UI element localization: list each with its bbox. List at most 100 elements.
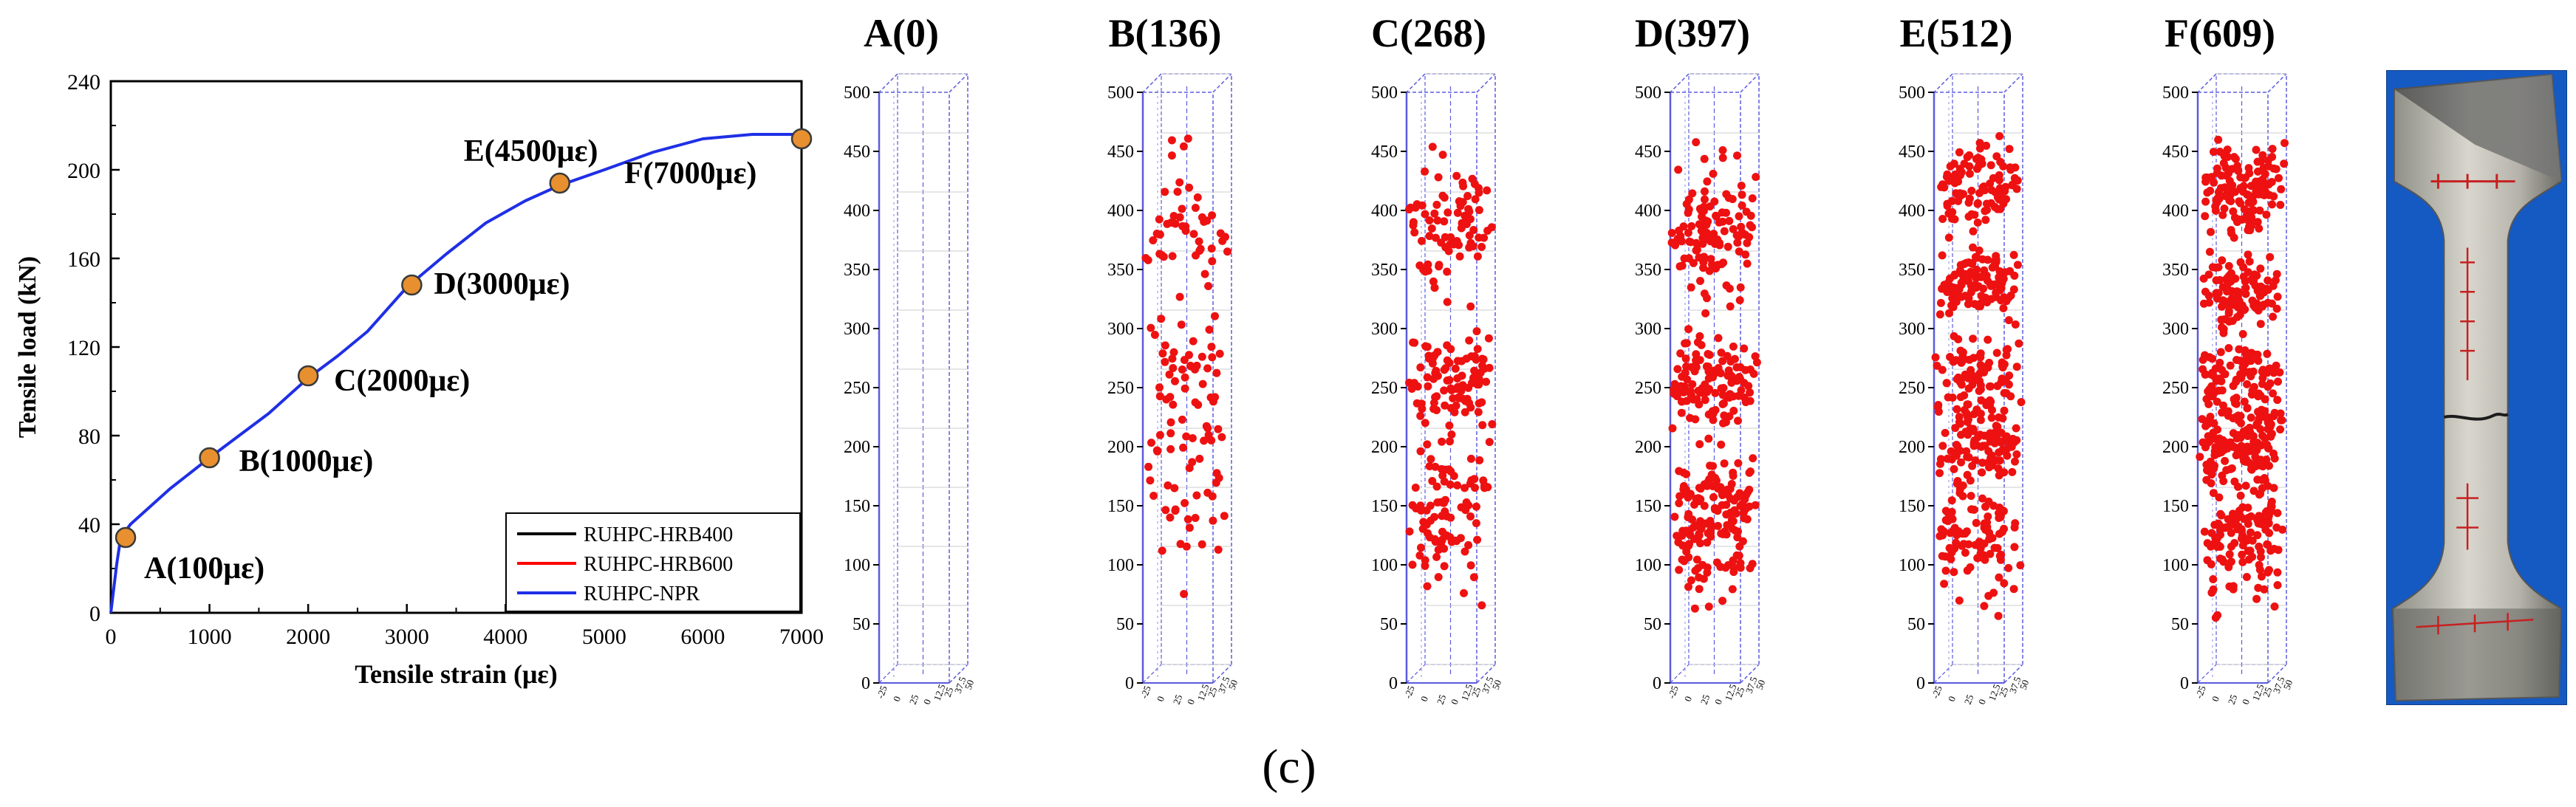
damage-point [1418, 201, 1427, 210]
damage-point [1727, 480, 1736, 488]
damage-point [1208, 492, 1217, 501]
damage-point [1973, 219, 1982, 227]
damage-point [1722, 501, 1731, 509]
damage-point [1440, 193, 1449, 202]
damage-point [2207, 560, 2215, 569]
damage-point [1980, 602, 1989, 611]
damage-point [2253, 157, 2262, 166]
damage-point [1405, 205, 1413, 214]
damage-point [1175, 178, 1184, 187]
damage-point [2260, 288, 2269, 297]
damage-point [2203, 188, 2212, 197]
damage-point [1718, 597, 1727, 605]
damage-point [1438, 437, 1446, 446]
damage-point [1479, 476, 1488, 485]
damage-point [1667, 229, 1676, 237]
z-tick-label: 300 [2162, 320, 2189, 339]
damage-point [2277, 185, 2286, 193]
damage-point [1408, 501, 1417, 509]
damage-point [1421, 167, 1429, 176]
damage-point [1751, 352, 1760, 361]
damage-point [1719, 384, 1728, 392]
damage-point [2264, 511, 2273, 520]
damage-point [1692, 356, 1701, 365]
damage-point [1732, 363, 1741, 371]
damage-point [1194, 400, 1203, 409]
damage-point [1976, 381, 1985, 390]
damage-point [1746, 467, 1755, 476]
damage-point [1978, 494, 1986, 503]
damage-point [2240, 444, 2249, 453]
depth-tick-label: 12.5 [2250, 683, 2266, 703]
damage-point [1471, 195, 1480, 204]
damage-point [1704, 350, 1712, 358]
damage-point [2010, 523, 2019, 532]
damage-point [1678, 555, 1687, 564]
damage-point [1195, 247, 1204, 255]
damage-point [2201, 370, 2210, 379]
z-tick-label: 200 [844, 438, 870, 457]
damage-point [1675, 467, 1684, 475]
damage-point [2259, 301, 2268, 309]
damage-point [1675, 566, 1684, 574]
damage-point [1968, 461, 1977, 470]
x-tick-label: 1000 [188, 625, 232, 649]
damage-point [2244, 520, 2252, 528]
damage-point [2211, 202, 2220, 211]
damage-point [1179, 142, 1188, 151]
damage-point [1944, 233, 1953, 242]
damage-point [1200, 269, 1209, 278]
damage-point [1446, 233, 1455, 241]
figure-caption: (c) [1262, 740, 1316, 794]
damage-point [1166, 429, 1175, 438]
box-edge [1142, 73, 1162, 93]
damage-point [1432, 200, 1441, 209]
damage-point [1969, 243, 1977, 252]
depth-tick-label: 37.5 [1743, 676, 1760, 696]
damage-point [2209, 148, 2218, 157]
z-tick-label: 250 [1371, 379, 1398, 398]
box-edge [1740, 664, 1760, 684]
damage-point [2236, 173, 2245, 182]
z-tick-label: 0 [1653, 674, 1661, 693]
damage-point [1421, 342, 1430, 351]
damage-point [1170, 484, 1179, 492]
damage-point [1185, 183, 1194, 192]
key-point-label: A(100με) [144, 552, 264, 585]
damage-point [1460, 547, 1469, 556]
damage-point [1968, 258, 1977, 267]
damage-point [1944, 176, 1953, 185]
damage-point [2243, 380, 2252, 388]
damage-point [1459, 182, 1468, 190]
damage-point [1175, 292, 1184, 301]
damage-point [2258, 484, 2266, 492]
damage-point [2248, 536, 2257, 545]
y-tick-label: 80 [78, 425, 100, 449]
damage-point [1198, 380, 1207, 388]
depth-tick-label: 37.5 [1216, 676, 1232, 696]
box-edge [2003, 73, 2023, 93]
damage-point [2201, 197, 2210, 206]
x-tick-label: 3000 [385, 625, 429, 649]
damage-point [1155, 250, 1164, 258]
damage-point [1986, 549, 1995, 558]
damage-point [1964, 415, 1972, 424]
damage-point [1424, 382, 1432, 391]
damage-point [1424, 267, 1432, 275]
damage-point [1996, 512, 2005, 521]
damage-point [1472, 502, 1480, 511]
damage-point [1443, 356, 1452, 365]
damage-point [1162, 395, 1171, 404]
damage-point [2262, 456, 2271, 464]
depth-tick-label: 50 [963, 679, 977, 691]
damage-point [1738, 537, 1747, 546]
damage-point [2248, 296, 2257, 305]
z-tick-label: 50 [853, 615, 870, 634]
damage-point [1981, 186, 1989, 195]
width-tick-label: 25 [907, 693, 921, 706]
damage-point [2207, 588, 2216, 597]
legend-label: RUHPC-HRB400 [584, 523, 733, 546]
damage-point [1453, 481, 1462, 490]
damage-point [2221, 523, 2230, 532]
damage-point [1461, 219, 1470, 227]
